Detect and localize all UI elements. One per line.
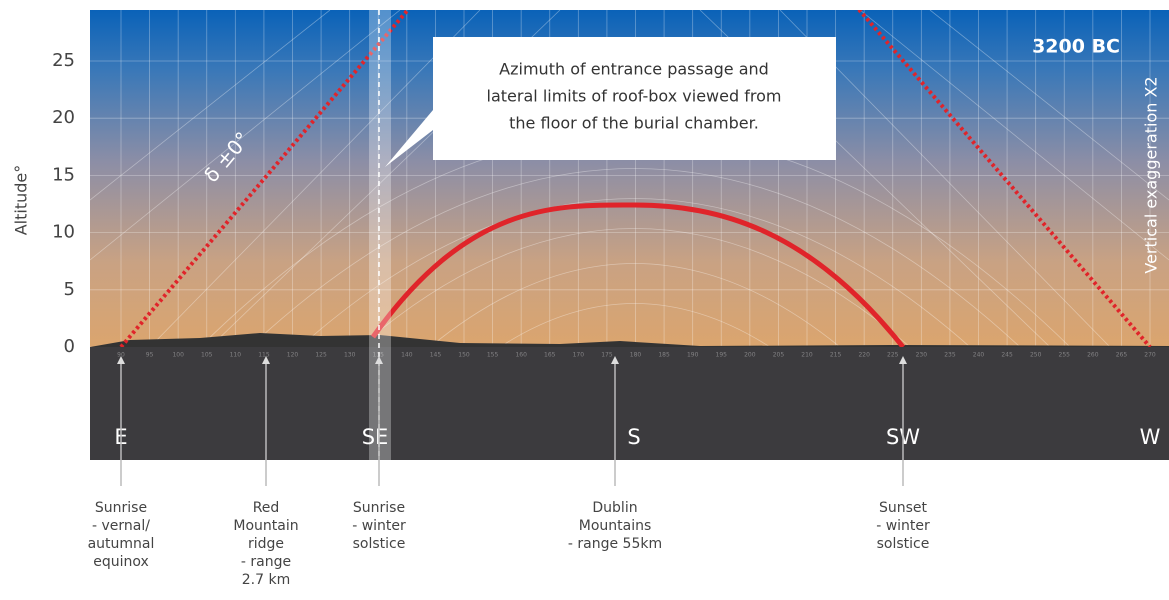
azimuth-tick-label: 175 (601, 352, 613, 359)
compass-label: W (1140, 425, 1161, 449)
annotation-text: - vernal/ (92, 518, 150, 534)
azimuth-tick-label: 245 (1001, 352, 1013, 359)
annotation-text: Sunset (879, 500, 928, 516)
azimuth-tick-label: 265 (1116, 352, 1128, 359)
y-tick-label: 15 (52, 164, 75, 185)
sky-diagram: δ ±0° 3200 BC Vertical exaggeration X2 A… (0, 0, 1169, 600)
annotation-text: Sunrise (95, 500, 147, 516)
azimuth-tick-label: 150 (458, 352, 470, 359)
annotation-text: Mountain (233, 518, 298, 534)
y-tick-label: 0 (64, 336, 75, 357)
azimuth-tick-label: 230 (916, 352, 928, 359)
azimuth-tick-label: 185 (658, 352, 670, 359)
azimuth-tick-label: 140 (401, 352, 413, 359)
azimuth-tick-label: 115 (258, 352, 270, 359)
y-tick-label: 5 (64, 279, 75, 300)
azimuth-tick-label: 225 (887, 352, 899, 359)
azimuth-tick-label: 270 (1144, 352, 1156, 359)
compass-label: SE (362, 425, 389, 449)
annotation-text: autumnal (88, 536, 155, 552)
callout-text: lateral limits of roof-box viewed from (487, 87, 782, 106)
azimuth-tick-label: 110 (230, 352, 242, 359)
azimuth-tick-label: 165 (544, 352, 556, 359)
azimuth-tick-label: 155 (487, 352, 499, 359)
roof-box-band (369, 10, 391, 460)
y-tick-label: 20 (52, 107, 75, 128)
azimuth-tick-label: 205 (773, 352, 785, 359)
azimuth-tick-label: 95 (146, 352, 154, 359)
annotation-text: Mountains (579, 518, 652, 534)
azimuth-tick-label: 215 (830, 352, 842, 359)
y-axis-label: Altitude° (12, 165, 31, 236)
azimuth-tick-label: 255 (1059, 352, 1071, 359)
azimuth-tick-label: 260 (1087, 352, 1099, 359)
annotation-text: Dublin (592, 500, 637, 516)
azimuth-tick-label: 130 (344, 352, 356, 359)
annotation-text: solstice (353, 536, 406, 552)
azimuth-tick-label: 250 (1030, 352, 1042, 359)
azimuth-tick-label: 235 (944, 352, 956, 359)
azimuth-tick-label: 180 (630, 352, 642, 359)
azimuth-tick-label: 145 (430, 352, 442, 359)
azimuth-tick-label: 190 (687, 352, 699, 359)
annotation-text: - winter (352, 518, 406, 534)
azimuth-tick-label: 120 (287, 352, 299, 359)
azimuth-tick-label: 100 (172, 352, 184, 359)
annotation-text: 2.7 km (242, 572, 290, 588)
compass-label: S (627, 425, 640, 449)
annotation-text: - winter (876, 518, 930, 534)
annotation-text: - range 55km (568, 536, 662, 552)
annotation-text: Sunrise (353, 500, 405, 516)
azimuth-tick-label: 125 (315, 352, 327, 359)
azimuth-tick-label: 195 (716, 352, 728, 359)
epoch: 3200 BC (1032, 36, 1120, 58)
annotation-text: equinox (93, 554, 149, 570)
annotation-text: - range (241, 554, 291, 570)
azimuth-tick-label: 200 (744, 352, 756, 359)
y-tick-label: 25 (52, 50, 75, 71)
azimuth-tick-label: 210 (801, 352, 813, 359)
azimuth-tick-label: 160 (515, 352, 527, 359)
azimuth-tick-label: 170 (573, 352, 585, 359)
annotation-text: Red (253, 500, 280, 516)
callout-text: the floor of the burial chamber. (509, 114, 759, 133)
annotation-text: ridge (248, 536, 284, 552)
azimuth-tick-label: 240 (973, 352, 985, 359)
callout-text: Azimuth of entrance passage and (499, 60, 769, 79)
y-tick-label: 10 (52, 222, 75, 243)
azimuth-tick-label: 220 (858, 352, 870, 359)
annotation-text: solstice (877, 536, 930, 552)
azimuth-tick-label: 105 (201, 352, 213, 359)
exaggeration: Vertical exaggeration X2 (1142, 76, 1161, 273)
